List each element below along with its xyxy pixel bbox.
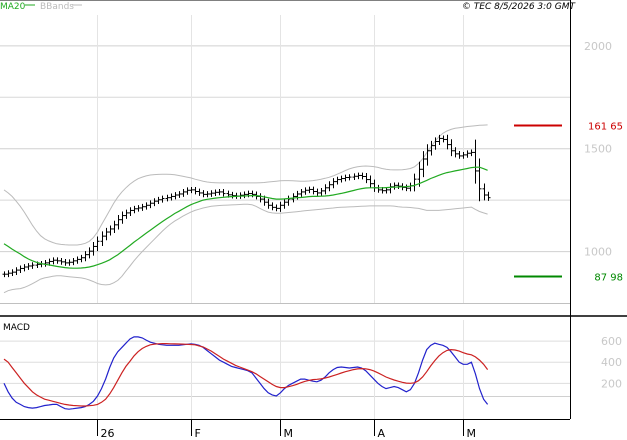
bollinger-bands (3, 124, 488, 294)
macd-grid (0, 320, 570, 419)
x-tick-label: M (467, 427, 477, 440)
resistance-label: 161 65 (588, 122, 623, 133)
price-tick-label: 2000 (584, 40, 612, 53)
bb-lower-line (3, 203, 488, 294)
macd-axis-ticks: 600 400 200 (601, 335, 622, 390)
price-bars (2, 134, 491, 278)
support-label: 87 98 (594, 273, 623, 284)
price-tick-label: 1000 (584, 246, 612, 259)
signal-line (3, 343, 489, 407)
bb-upper-line (3, 124, 488, 246)
ma20-line-group (3, 166, 488, 269)
price-tick-label: 1500 (584, 143, 612, 156)
macd-lines (3, 336, 489, 410)
x-tick-label: 26 (101, 427, 115, 440)
macd-tick-label: 600 (601, 335, 622, 348)
frames (0, 0, 627, 420)
ma20-line (3, 166, 488, 269)
macd-panel-label: MACD (3, 323, 30, 333)
price-axis-ticks: 2000 1500 1000 (584, 40, 612, 259)
price-grid (0, 15, 570, 304)
copyright-text: © TEC 8/5/2026 3:0 GMT (462, 2, 577, 12)
x-tick-label: F (195, 427, 201, 440)
legend-bbands: BBands (40, 2, 74, 12)
level-lines: 161 65 87 98 (514, 122, 623, 284)
macd-tick-label: 200 (601, 377, 622, 390)
macd-tick-label: 400 (601, 356, 622, 369)
x-tick-label: M (284, 427, 294, 440)
x-axis-ticks: 26 F M A M (97, 419, 477, 440)
legend-ma20: MA20 (0, 2, 26, 12)
macd-line (3, 336, 489, 410)
x-tick-label: A (378, 427, 386, 440)
